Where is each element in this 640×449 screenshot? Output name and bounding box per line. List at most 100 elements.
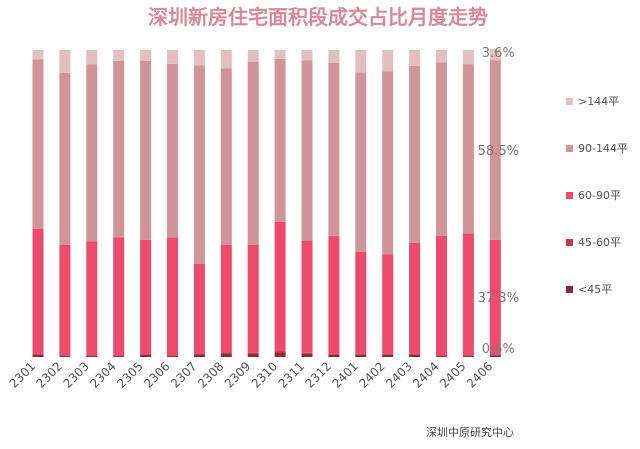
chart-title: 深圳新房住宅面积段成交占比月度走势 <box>148 5 488 29</box>
bar-2312-gt-144 <box>328 50 340 63</box>
bar-2403-45-60 <box>409 353 421 355</box>
bar-2404-gt-144 <box>436 50 447 63</box>
bar-2312-lt-45 <box>328 354 340 357</box>
bar-2403-60-90 <box>409 242 421 354</box>
bar-2308-gt-144 <box>220 50 232 69</box>
bar-2304-gt-144 <box>113 50 125 61</box>
x-tick-2303: 2303 <box>60 359 91 390</box>
x-tick-2307: 2307 <box>168 359 199 390</box>
bar-2312-90-144 <box>328 62 340 237</box>
bar-2306-60-90 <box>167 237 178 356</box>
bar-2303-60-90 <box>86 241 98 356</box>
x-tick-2401: 2401 <box>329 359 360 390</box>
x-tick-2302: 2302 <box>34 359 65 390</box>
data-label-2406-90-144: 58.5% <box>478 144 519 159</box>
bar-2305-lt-45 <box>140 354 152 357</box>
bar-2305-gt-144 <box>140 50 152 61</box>
bar-2402-90-144 <box>382 71 394 255</box>
legend-label-45-60: 45-60平 <box>578 236 621 249</box>
legend: >144平 90-144平 60-90平 45-60平 <45平 <box>566 95 628 296</box>
bar-2308-lt-45 <box>220 353 232 357</box>
bar-2311-45-60 <box>301 352 313 354</box>
bar-2306-lt-45 <box>167 356 178 357</box>
data-label-2406-lt-45: 0.6% <box>482 342 515 357</box>
bar-2401-45-60 <box>355 353 367 355</box>
x-tick-2310: 2310 <box>249 359 280 390</box>
bar-2304-lt-45 <box>113 356 125 357</box>
bar-2401-lt-45 <box>355 354 367 357</box>
bar-2406-lt-45 <box>489 355 501 357</box>
legend-swatch-gt-144 <box>566 98 573 105</box>
bar-2303-45-60 <box>86 355 98 357</box>
legend-label-90-144: 90-144平 <box>578 142 628 155</box>
bar-2303-90-144 <box>86 64 98 242</box>
x-tick-2405: 2405 <box>437 359 468 390</box>
bar-2402-gt-144 <box>382 50 394 72</box>
bar-2310-45-60 <box>274 351 286 353</box>
bar-2404-90-144 <box>436 62 447 237</box>
data-label-2406-gt-144: 3.6% <box>482 46 515 61</box>
bar-2301-gt-144 <box>32 50 44 60</box>
x-tick-2403: 2403 <box>383 359 414 390</box>
legend-swatch-90-144 <box>566 145 573 152</box>
bar-2304-90-144 <box>113 60 125 238</box>
bar-2404-45-60 <box>436 355 447 357</box>
bar-2311-90-144 <box>301 60 313 241</box>
bar-2302-45-60 <box>59 355 71 357</box>
legend-swatch-60-90 <box>566 192 573 199</box>
x-tick-2312: 2312 <box>303 359 334 390</box>
bar-2405-gt-144 <box>462 50 474 65</box>
bar-2309-60-90 <box>247 244 259 353</box>
bar-2308-60-90 <box>220 244 232 353</box>
bar-2306-90-144 <box>167 63 178 238</box>
x-tick-2402: 2402 <box>356 359 387 390</box>
bar-2405-45-60 <box>462 355 474 357</box>
bar-2305-60-90 <box>140 239 152 354</box>
legend-swatch-45-60 <box>566 239 573 246</box>
x-tick-2306: 2306 <box>141 359 172 390</box>
bar-2402-60-90 <box>382 254 394 354</box>
x-tick-2309: 2309 <box>222 359 253 390</box>
bar-2406-60-90 <box>489 239 501 355</box>
bar-2401-90-144 <box>355 72 367 252</box>
bar-2312-60-90 <box>328 236 340 354</box>
bar-2403-lt-45 <box>409 354 421 357</box>
bar-2310-60-90 <box>274 221 286 352</box>
bar-2406-90-144 <box>489 60 501 240</box>
x-axis-tick-labels: 2301230223032304230523062307230823092310… <box>7 359 496 390</box>
bar-2401-gt-144 <box>355 50 367 73</box>
bar-2306-45-60 <box>167 355 178 357</box>
bar-2302-90-144 <box>59 73 71 245</box>
bar-2405-60-90 <box>462 233 474 356</box>
x-tick-2305: 2305 <box>114 359 145 390</box>
bar-2309-45-60 <box>247 352 259 354</box>
legend-label-lt-45: <45平 <box>578 283 612 296</box>
bar-2302-gt-144 <box>59 50 71 74</box>
legend-label-60-90: 60-90平 <box>578 189 621 202</box>
bar-2301-60-90 <box>32 228 44 354</box>
bar-2309-90-144 <box>247 61 259 245</box>
bar-2309-lt-45 <box>247 353 259 357</box>
bar-2404-60-90 <box>436 236 447 356</box>
legend-label-gt-144: >144平 <box>578 95 619 108</box>
legend-swatch-lt-45 <box>566 286 573 293</box>
bar-2310-90-144 <box>274 58 286 222</box>
bar-2402-45-60 <box>382 353 394 355</box>
bar-2406-45-60 <box>489 354 501 356</box>
bar-2310-lt-45 <box>274 352 286 357</box>
bar-2307-60-90 <box>193 263 205 354</box>
bars <box>32 49 501 357</box>
bar-2405-90-144 <box>462 64 474 234</box>
bar-2305-45-60 <box>140 353 152 355</box>
bar-2301-lt-45 <box>32 354 44 357</box>
bar-2307-45-60 <box>193 353 205 355</box>
source-note: 深圳中原研究中心 <box>426 425 514 439</box>
x-tick-2311: 2311 <box>276 359 307 390</box>
x-tick-2308: 2308 <box>195 359 226 390</box>
bar-2304-45-60 <box>113 355 125 357</box>
bar-2303-gt-144 <box>86 50 98 65</box>
bar-2403-90-144 <box>409 65 421 243</box>
bar-2309-gt-144 <box>247 50 259 62</box>
bar-2301-90-144 <box>32 59 44 229</box>
